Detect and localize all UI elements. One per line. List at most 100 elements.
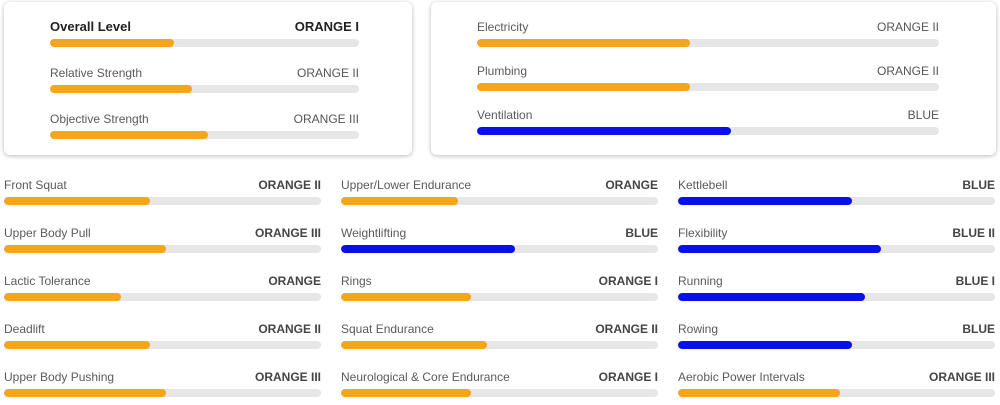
metric-label: Front Squat <box>4 178 67 192</box>
progress-fill <box>341 245 516 253</box>
metric-header: Neurological & Core Endurance ORANGE I <box>341 370 658 384</box>
metric-label: Weightlifting <box>341 226 407 240</box>
progress-track <box>341 293 658 301</box>
metric: Objective Strength ORANGE III <box>50 112 359 139</box>
metric-label: Electricity <box>477 20 529 34</box>
metric-header: Upper/Lower Endurance ORANGE <box>341 178 658 192</box>
metric-level: BLUE I <box>955 274 995 288</box>
progress-fill <box>50 39 174 47</box>
metric: Upper Body Pushing ORANGE III <box>4 370 321 397</box>
metric-label: Upper Body Pushing <box>4 370 115 384</box>
progress-track <box>341 389 658 397</box>
metric-label: Ventilation <box>477 108 533 122</box>
progress-fill <box>4 389 166 397</box>
metric-level: ORANGE II <box>876 20 939 34</box>
metric: Running BLUE I <box>678 274 995 301</box>
metric: Upper/Lower Endurance ORANGE <box>341 178 658 205</box>
metric: Front Squat ORANGE II <box>4 178 321 205</box>
metric-label: Deadlift <box>4 322 45 336</box>
metric: Electricity ORANGE II <box>477 20 939 47</box>
metric-header: Flexibility BLUE II <box>678 226 995 240</box>
metric-level: ORANGE III <box>928 370 995 384</box>
metric-label: Running <box>678 274 723 288</box>
metric: Rings ORANGE I <box>341 274 658 301</box>
progress-track <box>341 341 658 349</box>
progress-track <box>678 293 995 301</box>
metric-label: Lactic Tolerance <box>4 274 91 288</box>
metric-header: Overall Level ORANGE I <box>50 20 359 34</box>
progress-track <box>4 197 321 205</box>
metric: Plumbing ORANGE II <box>477 64 939 91</box>
metric-label: Relative Strength <box>50 66 143 80</box>
metric: Kettlebell BLUE <box>678 178 995 205</box>
progress-fill <box>477 39 690 47</box>
progress-track <box>50 131 359 139</box>
metric-header: Weightlifting BLUE <box>341 226 658 240</box>
metric: Relative Strength ORANGE II <box>50 66 359 93</box>
metric-level: ORANGE <box>605 178 658 192</box>
metric-header: Relative Strength ORANGE II <box>50 66 359 80</box>
metric-header: Deadlift ORANGE II <box>4 322 321 336</box>
metric-label: Rowing <box>678 322 719 336</box>
metric-header: Electricity ORANGE II <box>477 20 939 34</box>
metric-label: Plumbing <box>477 64 528 78</box>
progress-track <box>477 39 939 47</box>
progress-track <box>477 127 939 135</box>
progress-fill <box>4 341 150 349</box>
metric: Weightlifting BLUE <box>341 226 658 253</box>
metric-level: ORANGE III <box>254 226 321 240</box>
metric-level: ORANGE II <box>258 178 321 192</box>
progress-fill <box>477 83 690 91</box>
progress-track <box>341 197 658 205</box>
metric: Aerobic Power Intervals ORANGE III <box>678 370 995 397</box>
metric-label: Aerobic Power Intervals <box>678 370 805 384</box>
metric-level: ORANGE I <box>598 370 658 384</box>
metric-header: Rowing BLUE <box>678 322 995 336</box>
metric-level: ORANGE II <box>595 322 658 336</box>
metric-label: Flexibility <box>678 226 728 240</box>
metric-header: Ventilation BLUE <box>477 108 939 122</box>
progress-track <box>477 83 939 91</box>
progress-track <box>50 39 359 47</box>
progress-track <box>678 245 995 253</box>
metric-level: ORANGE I <box>294 19 359 34</box>
metric: Overall Level ORANGE I <box>50 20 359 47</box>
progress-track <box>678 197 995 205</box>
metric-level: ORANGE I <box>598 274 658 288</box>
metric-label: Neurological & Core Endurance <box>341 370 510 384</box>
metric-header: Lactic Tolerance ORANGE <box>4 274 321 288</box>
progress-track <box>678 389 995 397</box>
metric-header: Running BLUE I <box>678 274 995 288</box>
metric-label: Upper/Lower Endurance <box>341 178 472 192</box>
progress-track <box>4 341 321 349</box>
progress-track <box>678 341 995 349</box>
progress-fill <box>678 341 853 349</box>
metric-level: ORANGE III <box>293 112 359 126</box>
metric-level: ORANGE III <box>254 370 321 384</box>
progress-fill <box>678 245 881 253</box>
metric-label: Rings <box>341 274 372 288</box>
metric-level: BLUE <box>625 226 658 240</box>
progress-track <box>341 245 658 253</box>
progress-fill <box>4 197 150 205</box>
progress-fill <box>678 197 853 205</box>
summary-card <box>4 2 412 155</box>
metric-level: ORANGE II <box>876 64 939 78</box>
metric-level: BLUE <box>962 178 995 192</box>
metric: Upper Body Pull ORANGE III <box>4 226 321 253</box>
metric-level: ORANGE <box>268 274 321 288</box>
metric-label: Upper Body Pull <box>4 226 91 240</box>
metric-level: BLUE II <box>952 226 995 240</box>
metric: Ventilation BLUE <box>477 108 939 135</box>
progress-fill <box>50 131 208 139</box>
metric-level: BLUE <box>907 108 939 122</box>
metric-header: Squat Endurance ORANGE II <box>341 322 658 336</box>
progress-track <box>50 85 359 93</box>
progress-fill <box>341 197 459 205</box>
metric-header: Upper Body Pull ORANGE III <box>4 226 321 240</box>
metric-header: Kettlebell BLUE <box>678 178 995 192</box>
progress-fill <box>4 293 122 301</box>
metric-header: Front Squat ORANGE II <box>4 178 321 192</box>
progress-fill <box>4 245 166 253</box>
metric-level: ORANGE II <box>258 322 321 336</box>
